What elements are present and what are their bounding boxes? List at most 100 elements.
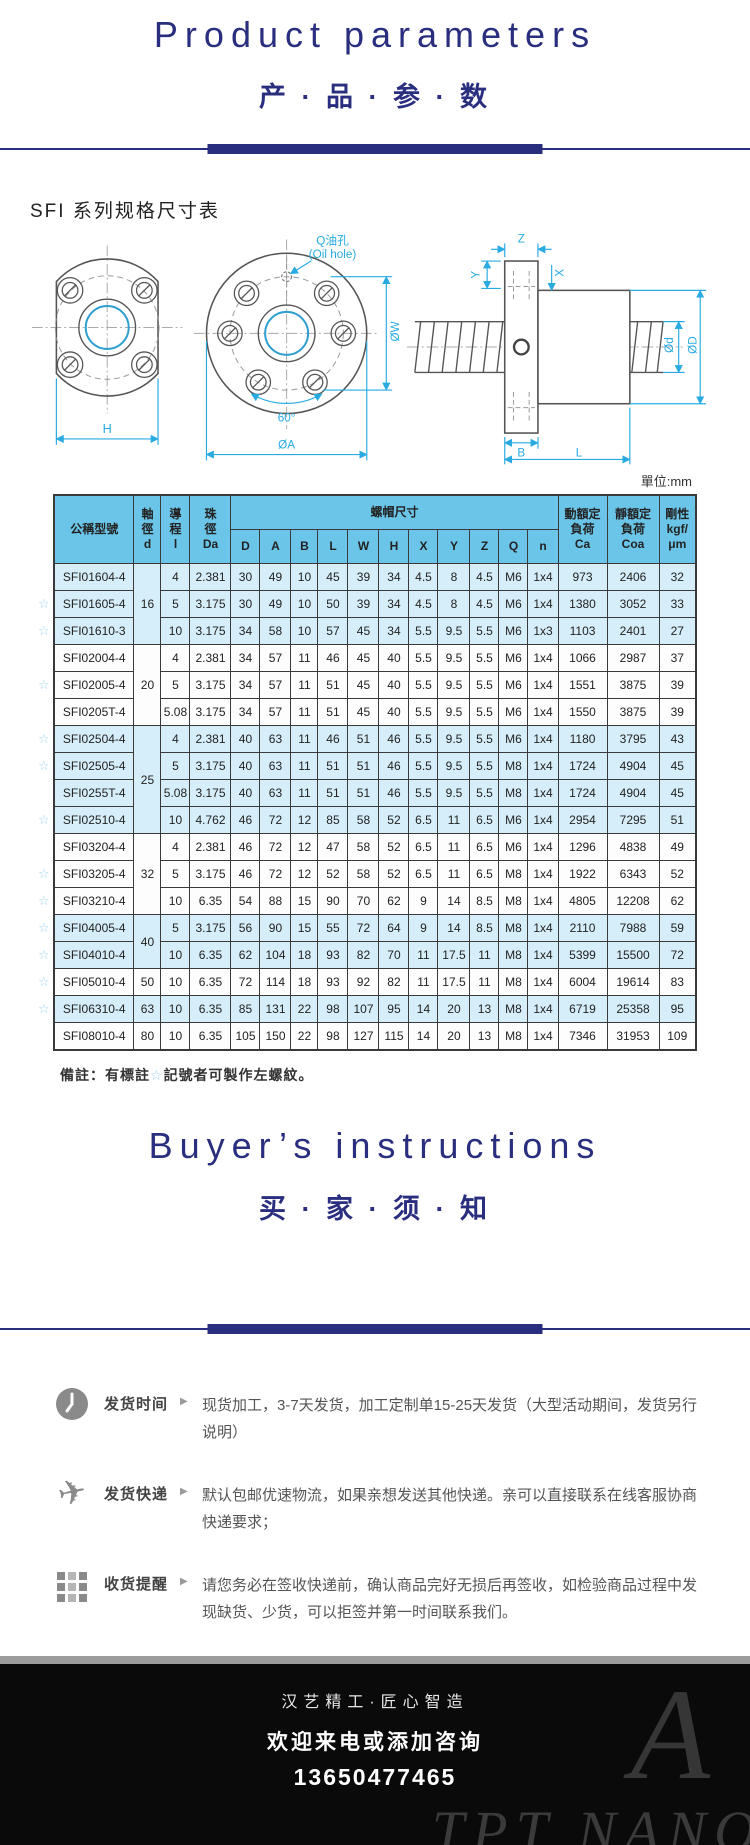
spec-cell: 104 xyxy=(259,941,292,970)
page-title-en: Product parameters xyxy=(153,14,597,55)
left-thread-star-icon: ☆ xyxy=(150,1067,164,1084)
spec-cell: 1x4 xyxy=(527,563,559,592)
shaft-diameter-cell: 20 xyxy=(133,644,162,727)
spec-cell: 9.5 xyxy=(437,644,471,673)
spec-cell: 9.5 xyxy=(437,779,471,808)
technical-drawings: H Q油孔 (Oil hole) xyxy=(4,229,746,469)
header-divider xyxy=(0,144,750,155)
model-cell: ☆ SFI01605-4 xyxy=(38,590,135,619)
spec-cell: 2.381 xyxy=(189,644,232,673)
col-header-dim-letter: Z xyxy=(469,529,500,565)
instruction-shipping-time: 发货时间 ▶ 现货加工，3-7天发货，加工定制单15-25天发货（大型活动期间，… xyxy=(40,1386,710,1446)
spec-cell: 1922 xyxy=(557,860,608,889)
spec-cell: 5.5 xyxy=(469,779,500,808)
spec-cell: 5.5 xyxy=(408,725,439,754)
spec-table-title: SFI 系列规格尺寸表 xyxy=(30,201,220,223)
spec-cell: 150 xyxy=(259,1022,292,1051)
arrow-right-icon: ▶ xyxy=(180,1485,188,1497)
spec-cell: 40 xyxy=(230,725,261,754)
col-header-dim-letter: B xyxy=(290,529,319,565)
oil-hole-label-en: (Oil hole) xyxy=(309,249,357,262)
unit-label: 單位:mm xyxy=(640,474,692,490)
spec-cell: 11 xyxy=(469,941,500,970)
model-text: SFI0205T-4 xyxy=(62,705,126,720)
spec-cell: 83 xyxy=(658,968,697,997)
left-thread-star-icon: ☆ xyxy=(37,866,50,882)
model-text: SFI03205-4 xyxy=(62,867,126,882)
spec-cell: 37 xyxy=(658,644,697,673)
spec-cell: M8 xyxy=(498,941,529,970)
spec-cell: 2.381 xyxy=(189,563,232,592)
left-thread-star-icon: ☆ xyxy=(37,596,50,612)
spec-cell: 34 xyxy=(378,617,410,646)
spec-cell: 1296 xyxy=(557,833,608,862)
spec-cell: M6 xyxy=(498,644,529,673)
spec-cell: 31953 xyxy=(606,1022,660,1051)
model-cell: ☆ SFI04005-4 xyxy=(38,914,135,943)
spec-cell: 5.5 xyxy=(408,644,439,673)
spec-cell: M8 xyxy=(498,995,529,1024)
spec-cell: 56 xyxy=(230,914,261,943)
instructions-list: 发货时间 ▶ 现货加工，3-7天发货，加工定制单15-25天发货（大型活动期间，… xyxy=(0,1386,750,1656)
spec-cell: M6 xyxy=(498,590,529,619)
spec-cell: 95 xyxy=(658,995,697,1024)
product-parameters-header: Product parameters 产 · 品 · 参 · 数 xyxy=(0,0,750,155)
spec-cell: 82 xyxy=(347,941,380,970)
spec-cell: 1551 xyxy=(557,671,608,700)
model-text: SFI04005-4 xyxy=(62,921,126,936)
spec-cell: 20 xyxy=(437,1022,471,1051)
spec-cell: 5 xyxy=(160,860,191,889)
shaft-diameter-cell: 50 xyxy=(133,968,162,997)
spec-cell: 5399 xyxy=(557,941,608,970)
spec-cell: 32 xyxy=(658,563,697,592)
spec-cell: 6.5 xyxy=(469,860,500,889)
spec-cell: 3.175 xyxy=(189,671,232,700)
spec-cell: 39 xyxy=(658,698,697,727)
left-thread-star-icon: ☆ xyxy=(37,947,50,963)
spec-cell: 39 xyxy=(347,590,380,619)
spec-cell: 6.5 xyxy=(408,860,439,889)
spec-cell: 115 xyxy=(378,1022,410,1051)
spec-cell: 5 xyxy=(160,590,191,619)
spec-cell: 5.5 xyxy=(469,725,500,754)
spec-cell: 1724 xyxy=(557,779,608,808)
col-header-dim-letter: D xyxy=(230,529,261,565)
spec-cell: 93 xyxy=(317,941,349,970)
spec-cell: 10 xyxy=(290,563,319,592)
table-row: ☆ SFI05010-4 50 10 6.35 72 114 18 93 92 82 11 17.5 11… xyxy=(38,968,697,997)
spec-cell: 3.175 xyxy=(189,698,232,727)
spec-cell: 46 xyxy=(230,860,261,889)
spec-cell: 52 xyxy=(317,860,349,889)
model-text: SFI02504-4 xyxy=(62,732,126,747)
spec-cell: 1x4 xyxy=(527,1022,559,1051)
spec-cell: 9.5 xyxy=(437,698,471,727)
instruction-shipping-courier: ✈ 发货快递 ▶ 默认包邮优速物流，如果亲想发送其他快递。亲可以直接联系在线客服… xyxy=(40,1471,710,1536)
spec-cell: 4904 xyxy=(606,752,660,781)
model-text: SFI08010-4 xyxy=(62,1029,126,1044)
spec-cell: 17.5 xyxy=(437,968,471,997)
spec-cell: 11 xyxy=(437,833,471,862)
spec-cell: 11 xyxy=(290,671,319,700)
spec-cell: M6 xyxy=(498,833,529,862)
spec-cell: 5.5 xyxy=(469,752,500,781)
footer-contact-invite: 欢迎来电或添加咨询 xyxy=(267,1730,483,1754)
spec-cell: 12 xyxy=(290,806,319,835)
spec-cell: 62 xyxy=(658,887,697,916)
clock-icon xyxy=(40,1386,104,1422)
footer-gray-strip xyxy=(0,1655,750,1664)
spec-cell: 1180 xyxy=(557,725,608,754)
spec-cell: 5.5 xyxy=(408,779,439,808)
spec-cell: 12208 xyxy=(606,887,660,916)
spec-cell: M6 xyxy=(498,725,529,754)
spec-cell: 3.175 xyxy=(189,617,232,646)
spec-cell: 3.175 xyxy=(189,779,232,808)
table-row: ☆ SFI02504-4 25 4 2.381 40 63 11 46 51 46 5.5 9.5 5.5… xyxy=(38,725,697,835)
spec-cell: 2954 xyxy=(557,806,608,835)
flange-round-view-drawing: Q油孔 (Oil hole) ØW 60° ØA xyxy=(194,234,402,461)
spec-cell: M6 xyxy=(498,563,529,592)
spec-cell: 5.08 xyxy=(160,779,191,808)
spec-cell: 30 xyxy=(230,590,261,619)
buyers-instructions-header: Buyer’s instructions 买 · 家 · 须 · 知 xyxy=(0,1111,750,1334)
airplane-icon: ✈ xyxy=(54,1471,90,1515)
spec-cell: 2987 xyxy=(606,644,660,673)
